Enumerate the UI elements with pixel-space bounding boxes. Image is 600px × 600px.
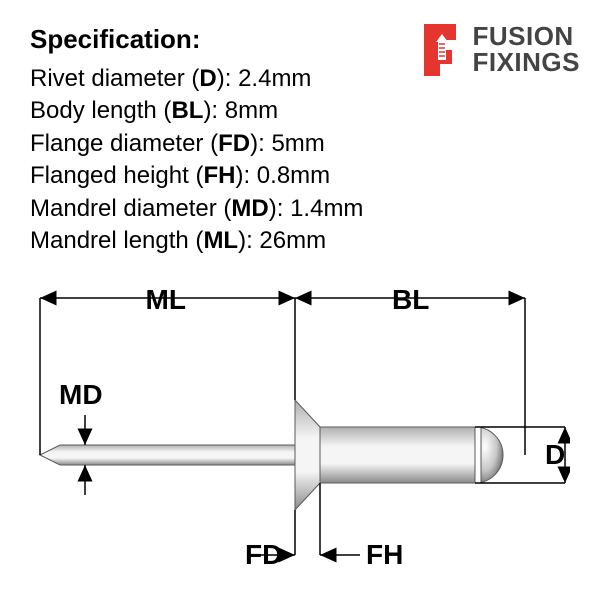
spec-label: Body length [30, 97, 157, 124]
logo-text: FUSION FIXINGS [472, 23, 580, 75]
logo-line2: FIXINGS [472, 49, 580, 75]
spec-value: 8mm [225, 97, 278, 124]
dim-label-fh: FH [366, 539, 403, 571]
spec-label: Rivet diameter [30, 65, 185, 92]
spec-row: Mandrel diameter (MD): 1.4mm [30, 193, 363, 225]
rivet-diagram: ML BL MD D FD FH [30, 280, 570, 580]
spec-code: MD [231, 195, 268, 222]
spec-code: BL [171, 97, 203, 124]
spec-label: Flange diameter [30, 130, 203, 157]
spec-value: 0.8mm [257, 162, 330, 189]
spec-code: FD [218, 130, 250, 157]
logo-icon [418, 20, 462, 78]
spec-row: Flange diameter (FD): 5mm [30, 128, 363, 160]
dim-label-fd: FD [245, 539, 282, 571]
spec-row: Body length (BL): 8mm [30, 95, 363, 127]
dim-label-bl: BL [392, 284, 429, 316]
spec-label: Mandrel length [30, 227, 189, 254]
spec-code: FH [203, 162, 235, 189]
specification-block: Specification: Rivet diameter (D): 2.4mm… [30, 24, 363, 257]
spec-title: Specification: [30, 24, 363, 55]
spec-row: Mandrel length (ML): 26mm [30, 225, 363, 257]
dim-label-ml: ML [146, 284, 186, 316]
brand-logo: FUSION FIXINGS [418, 20, 580, 78]
spec-value: 26mm [259, 227, 326, 254]
spec-row: Rivet diameter (D): 2.4mm [30, 63, 363, 95]
spec-code: D [199, 65, 216, 92]
spec-label: Mandrel diameter [30, 195, 217, 222]
spec-label: Flanged height [30, 162, 189, 189]
dim-label-d: D [545, 439, 565, 471]
logo-line1: FUSION [472, 23, 580, 49]
spec-value: 1.4mm [290, 195, 363, 222]
diagram-svg [30, 280, 570, 580]
spec-value: 5mm [271, 130, 324, 157]
dim-label-md: MD [59, 379, 103, 411]
spec-value: 2.4mm [238, 65, 311, 92]
spec-row: Flanged height (FH): 0.8mm [30, 160, 363, 192]
spec-code: ML [203, 227, 238, 254]
